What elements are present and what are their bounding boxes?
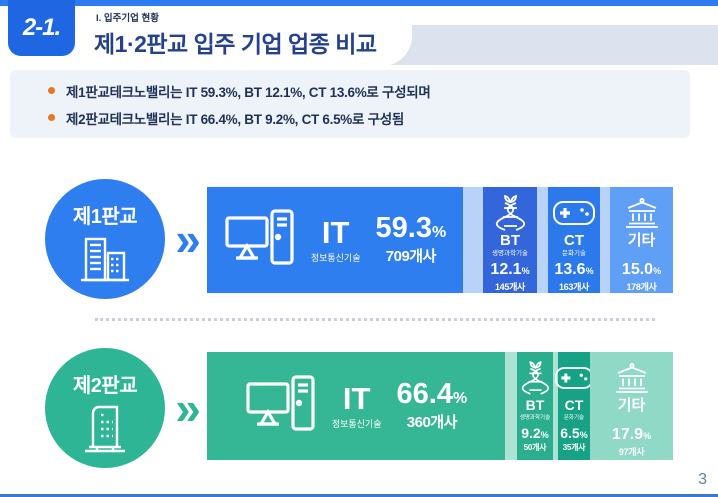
top-accent-strip [0,0,718,6]
segment-bt: BT 생명과학기술 9.2% 50개사 [517,352,553,460]
dotted-divider [95,318,655,321]
segment-percent: 13.6% [554,261,594,278]
summary-bullet-2: 제2판교테크노밸리는 IT 66.4%, BT 9.2%, CT 6.5%로 구… [48,108,690,128]
segment-code: CT [564,231,584,249]
it-label-block: IT 정보통신기술 [311,217,361,264]
segment-count: 163개사 [558,282,590,292]
arrow-icon: » [175,382,201,434]
segment-count: 145개사 [494,282,526,292]
segment-subname: 문화기술 [563,415,585,422]
summary-text-1: 제1판교테크노밸리는 IT 59.3%, BT 12.1%, CT 13.6%로… [66,84,431,100]
segment-percent: 6.5% [560,425,588,442]
segment-code: 기타 [617,397,646,414]
segment-etc: 기타 15.0% 178개사 [610,187,673,293]
segment-percent: 66.4% [396,378,468,410]
segment-code: BT [525,397,545,413]
segment-percent: 59.3% [375,212,447,244]
segment-divider [553,352,558,460]
page-number: 3 [698,471,707,488]
segment-it: IT 정보통신기술 59.3% 709개사 [207,187,463,293]
section-number-badge: 2-1. [8,0,75,56]
segment-it: IT 정보통신기술 66.4% 360개사 [207,352,505,460]
bullet-dot-icon [48,87,55,94]
summary-box: 제1판교테크노밸리는 IT 59.3%, BT 12.1%, CT 13.6%로… [10,70,690,138]
segment-subname: 생명과학기술 [492,250,528,257]
building-icon [79,398,131,455]
arrow-icon: » [175,213,201,265]
dna-icon [521,359,549,397]
segment-etc: 기타 17.9% 97개사 [590,352,673,460]
segment-code: CT [564,397,584,413]
section-number: 2-1. [22,14,61,41]
pangyo1-circle: 제1판교 [45,179,165,299]
segment-subname: 정보통신기술 [310,252,361,263]
segment-code: IT [321,214,350,250]
segment-code: 기타 [627,231,656,249]
segment-count: 50개사 [523,443,547,453]
computer-icon [224,208,296,272]
pangyo2-label: 제2판교 [72,375,138,397]
segment-subname: 문화기술 [562,250,586,257]
segment-count: 709개사 [385,248,437,265]
segment-count: 35개사 [562,443,586,453]
it-stats-block: 66.4% 360개사 [397,380,468,432]
breadcrumb: I. 입주기업 현황 [96,13,159,24]
game-controller-icon [555,359,593,397]
bullet-dot-icon [48,114,55,121]
pangyo1-bar: IT 정보통신기술 59.3% 709개사 BT 생명과학기술 1 [207,187,673,293]
segment-subname: 생명과학기술 [519,415,551,422]
bank-icon [624,194,660,232]
segment-percent: 12.1% [490,261,530,278]
segment-count: 178개사 [626,282,657,292]
segment-code: IT [342,380,371,416]
buildings-icon [79,229,131,286]
dna-icon [495,194,525,232]
pangyo1-label: 제1판교 [72,206,138,228]
bottom-accent-line [0,494,718,497]
segment-bt: BT 생명과학기술 12.1% 145개사 [483,187,537,293]
computer-icon [245,374,317,438]
segment-percent: 9.2% [521,425,549,442]
summary-bullet-1: 제1판교테크노밸리는 IT 59.3%, BT 12.1%, CT 13.6%로… [48,81,690,101]
pangyo2-circle: 제2판교 [45,348,165,468]
pangyo2-bar: IT 정보통신기술 66.4% 360개사 BT 생명과학기술 9 [207,352,673,460]
segment-percent: 15.0% [621,261,662,278]
segment-ct: CT 문화기술 13.6% 163개사 [548,187,600,293]
segment-divider [537,187,548,293]
segment-ct: CT 문화기술 6.5% 35개사 [555,352,593,460]
segment-count: 97개사 [618,447,645,458]
summary-text-2: 제2판교테크노밸리는 IT 66.4%, BT 9.2%, CT 6.5%로 구… [66,111,404,127]
segment-divider [600,187,610,293]
segment-divider [505,352,517,460]
bank-icon [614,359,650,397]
it-label-block: IT 정보통신기술 [332,383,382,430]
segment-subname: 정보통신기술 [331,418,382,429]
segment-code: BT [500,231,520,249]
segment-divider [463,187,483,293]
game-controller-icon [553,194,595,232]
segment-percent: 17.9% [611,426,652,444]
segment-count: 360개사 [406,414,458,431]
it-stats-block: 59.3% 709개사 [376,214,447,266]
page-title: 제1·2판교 입주 기업 업종 비교 [94,31,377,57]
